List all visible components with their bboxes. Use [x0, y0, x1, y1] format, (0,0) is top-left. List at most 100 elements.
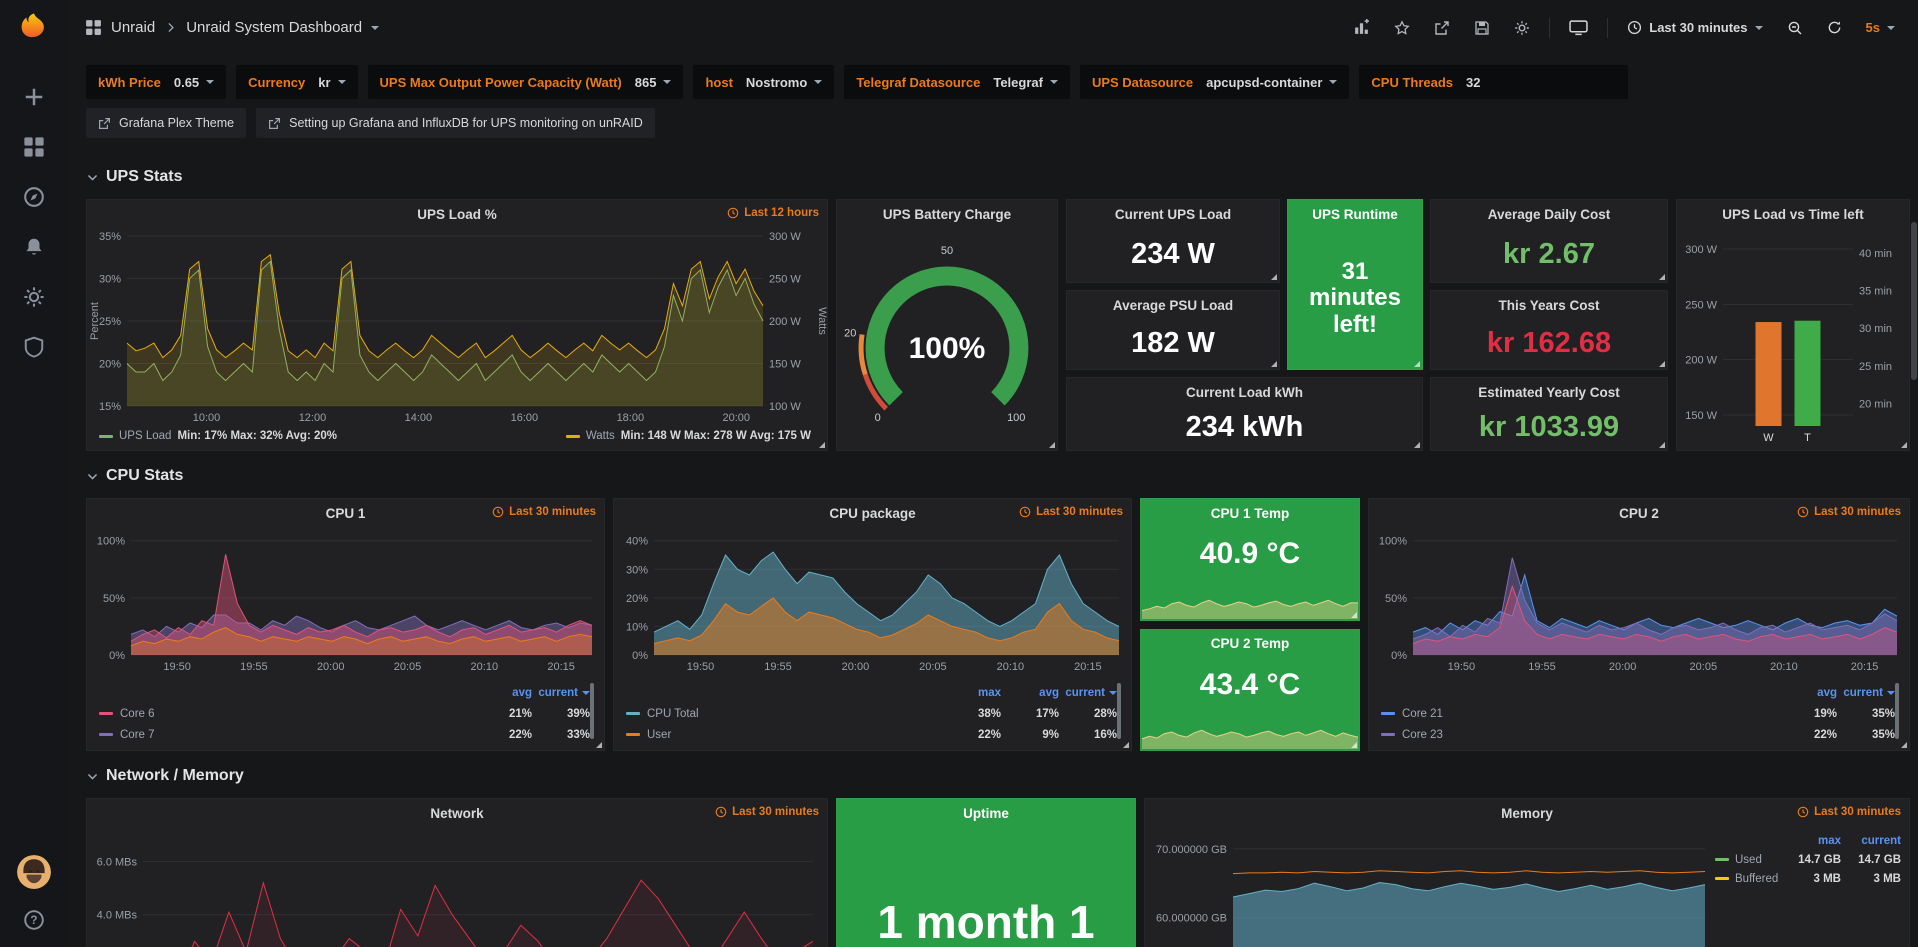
legend-scrollbar[interactable]	[1895, 683, 1899, 739]
refresh-interval-picker[interactable]: 5s	[1857, 12, 1904, 44]
alerting-bell-icon[interactable]	[23, 236, 45, 258]
battery-gauge[interactable]: 0 20 50 100 100%	[837, 228, 1057, 446]
legend-row: Buffered 3 MB 3 MB	[1715, 869, 1901, 888]
panel-time-badge[interactable]: Last 30 minutes	[492, 506, 596, 518]
dashboards-icon[interactable]	[23, 136, 45, 158]
cpu1-chart[interactable]: 100% 50% 0% 19:50 19:55 20:00 20:05 20:10 20:15	[87, 527, 604, 675]
panel-time-badge[interactable]: Last 12 hours	[727, 207, 819, 219]
legend-col-current[interactable]: current	[532, 687, 590, 699]
star-button[interactable]	[1385, 12, 1419, 44]
legend-scrollbar[interactable]	[590, 683, 594, 739]
zoom-out-button[interactable]	[1778, 12, 1812, 44]
panel-title[interactable]: UPS Load %	[417, 206, 497, 222]
legend-scrollbar[interactable]	[1117, 683, 1121, 739]
panel-title[interactable]: CPU package	[829, 505, 916, 521]
legend-col-avg[interactable]: avg	[1817, 687, 1837, 699]
link-ups-monitoring-guide[interactable]: Setting up Grafana and InfluxDB for UPS …	[256, 108, 655, 138]
variable-currency[interactable]: Currency kr	[236, 65, 358, 99]
legend-col-current[interactable]: current	[1837, 687, 1895, 699]
share-button[interactable]	[1425, 12, 1459, 44]
sort-caret-icon	[1887, 691, 1895, 695]
svg-text:6.0 MBs: 6.0 MBs	[97, 857, 138, 869]
add-panel-button[interactable]	[1344, 12, 1379, 44]
chevron-down-icon	[87, 174, 98, 181]
create-plus-icon[interactable]	[23, 86, 45, 108]
legend-col-max[interactable]: max	[1817, 834, 1841, 847]
row-title: CPU Stats	[106, 467, 184, 484]
variable-ups-datasource[interactable]: UPS Datasource apcupsd-container	[1079, 65, 1350, 99]
grafana-logo-icon[interactable]	[16, 10, 52, 46]
breadcrumb-root[interactable]: Unraid	[111, 19, 156, 36]
panel-title[interactable]: Average PSU Load	[1112, 297, 1234, 313]
row-header-cpu-stats[interactable]: CPU Stats	[86, 463, 1910, 489]
page-scrollbar-thumb[interactable]	[1911, 222, 1917, 380]
panel-title[interactable]: Average Daily Cost	[1487, 206, 1611, 222]
legend-col-max[interactable]: max	[977, 687, 1001, 699]
variable-cpu-threads[interactable]: CPU Threads 32	[1359, 65, 1629, 99]
legend-col-current[interactable]: current	[1861, 834, 1901, 847]
panel-title[interactable]: CPU 1 Temp	[1210, 505, 1290, 521]
legend-series[interactable]: Core 6	[99, 708, 474, 720]
panel-title[interactable]: Uptime	[963, 805, 1009, 821]
cycle-view-tv-icon[interactable]	[1560, 12, 1597, 44]
svg-text:20 min: 20 min	[1859, 398, 1892, 410]
legend-series[interactable]: Buffered	[1715, 873, 1781, 885]
help-icon[interactable]: ?	[23, 909, 45, 931]
cpu2-chart[interactable]: 100% 50% 0% 19:50 19:55 20:00 20:05 20:10 20:15	[1369, 527, 1909, 675]
panel-title[interactable]: Current UPS Load	[1114, 206, 1232, 222]
panel-time-badge[interactable]: Last 30 minutes	[1019, 506, 1123, 518]
panel-title[interactable]: UPS Battery Charge	[882, 206, 1012, 222]
panel-title[interactable]: Memory	[1501, 805, 1553, 821]
panel-title[interactable]: Network	[430, 805, 484, 821]
cpu-package-chart[interactable]: 40% 30% 20% 10% 0% 19:50 19:55 20:00 20:05 20:10 2…	[614, 527, 1131, 675]
legend-series[interactable]: Core 21	[1381, 708, 1779, 720]
configuration-gear-icon[interactable]	[23, 286, 45, 308]
variable-host[interactable]: host Nostromo	[693, 65, 835, 99]
chevron-down-icon	[814, 80, 823, 84]
save-button[interactable]	[1465, 12, 1499, 44]
legend-series[interactable]: CPU Total	[626, 708, 943, 720]
legend-series[interactable]: Core 23	[1381, 729, 1779, 741]
explore-compass-icon[interactable]	[23, 186, 45, 208]
legend-series[interactable]: Used	[1715, 854, 1781, 866]
user-avatar[interactable]	[16, 855, 51, 889]
panel-time-badge[interactable]: Last 30 minutes	[715, 806, 819, 818]
link-grafana-plex-theme[interactable]: Grafana Plex Theme	[86, 108, 247, 138]
legend-col-avg[interactable]: avg	[1039, 687, 1059, 699]
panel-title[interactable]: UPS Runtime	[1312, 206, 1398, 222]
dashboard-title[interactable]: Unraid System Dashboard	[186, 19, 363, 36]
legend-item[interactable]: UPS Load Min: 17% Max: 32% Avg: 20%	[99, 430, 337, 442]
variable-kwh-price[interactable]: kWh Price 0.65	[86, 65, 227, 99]
ups-load-vs-time-chart[interactable]: 300 W 250 W 200 W 150 W 40 min 35 min 30 min 25…	[1677, 228, 1909, 446]
panel-time-badge[interactable]: Last 30 minutes	[1797, 806, 1901, 818]
title-caret-icon[interactable]	[371, 25, 380, 30]
row-header-ups-stats[interactable]: UPS Stats	[86, 164, 1910, 190]
panel-title[interactable]: CPU 2	[1619, 505, 1659, 521]
panel-title[interactable]: This Years Cost	[1498, 297, 1600, 313]
refresh-button[interactable]	[1818, 12, 1851, 44]
dashboard-settings-gear-icon[interactable]	[1505, 12, 1539, 44]
legend-item[interactable]: Watts Min: 148 W Max: 278 W Avg: 175 W	[565, 430, 811, 442]
cpu-threads-input[interactable]: 32	[1466, 74, 1481, 90]
time-range-picker[interactable]: Last 30 minutes	[1618, 12, 1771, 44]
server-admin-shield-icon[interactable]	[23, 336, 45, 358]
panel-title[interactable]: CPU 1	[325, 505, 366, 521]
legend-col-avg[interactable]: avg	[512, 687, 532, 699]
panel-time-badge[interactable]: Last 30 minutes	[1797, 506, 1901, 518]
panel-title[interactable]: CPU 2 Temp	[1210, 636, 1290, 651]
variable-ups-max-output[interactable]: UPS Max Output Power Capacity (Watt) 865	[367, 65, 684, 99]
legend-series[interactable]: User	[626, 729, 943, 741]
legend-col-current[interactable]: current	[1059, 687, 1117, 699]
row-header-network-memory[interactable]: Network / Memory	[86, 763, 1910, 789]
panel-title[interactable]: UPS Load vs Time left	[1722, 206, 1864, 222]
panel-title[interactable]: Estimated Yearly Cost	[1478, 384, 1620, 400]
page-scrollbar[interactable]	[1910, 0, 1918, 947]
ups-load-chart[interactable]: 35% 30% 25% 20% 15% 300 W 250 W 200 W 150 W 100 W…	[87, 228, 827, 426]
variable-telegraf-datasource[interactable]: Telegraf Datasource Telegraf	[844, 65, 1070, 99]
dashboard-grid-icon[interactable]	[85, 19, 102, 36]
svg-text:20:00: 20:00	[723, 412, 751, 424]
legend-series[interactable]: Core 7	[99, 729, 474, 741]
panel-title[interactable]: Current Load kWh	[1186, 384, 1303, 400]
